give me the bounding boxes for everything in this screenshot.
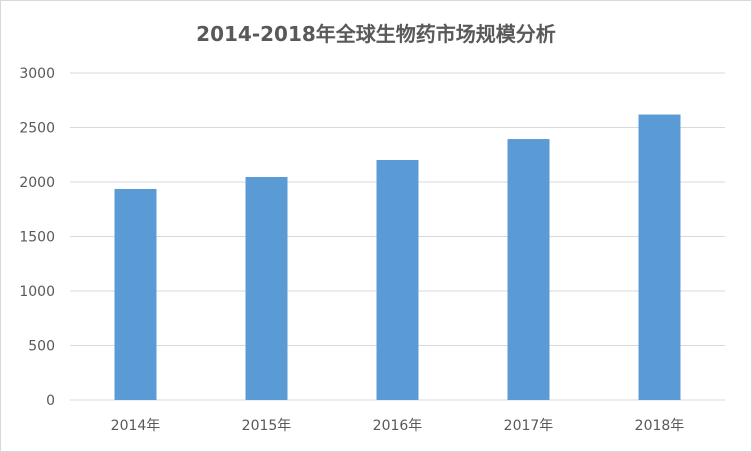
y-tick-label: 1000 (19, 284, 55, 300)
y-tick-label: 0 (46, 393, 55, 409)
x-tick-label: 2014年 (111, 418, 161, 434)
y-tick-label: 2000 (19, 175, 55, 191)
x-tick-label: 2015年 (242, 418, 292, 434)
bar (245, 176, 288, 400)
bar (507, 139, 550, 400)
x-tick-label: 2017年 (504, 418, 554, 434)
bar (638, 114, 681, 401)
bar (114, 188, 157, 400)
chart-title: 2014-2018年全球生物药市场规模分析 (196, 22, 556, 46)
bar (376, 159, 419, 400)
y-tick-label: 3000 (19, 66, 55, 82)
y-tick-label: 1500 (19, 230, 55, 246)
y-tick-label: 500 (28, 339, 55, 355)
x-tick-label: 2016年 (373, 418, 423, 434)
y-tick-label: 2500 (19, 121, 55, 137)
x-tick-label: 2018年 (635, 418, 685, 434)
